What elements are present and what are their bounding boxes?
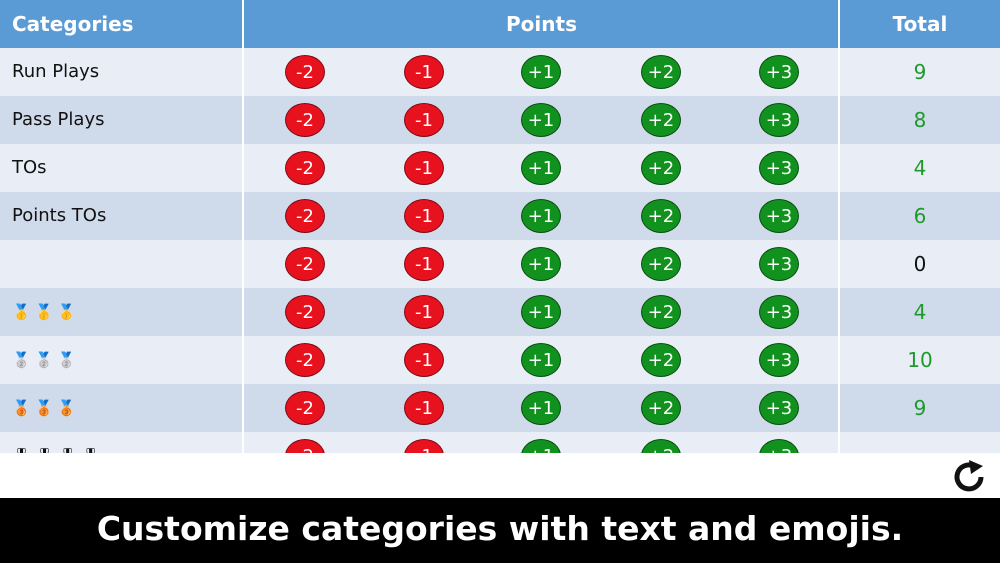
header-categories: Categories: [12, 12, 134, 36]
points-button[interactable]: +2: [641, 295, 681, 329]
row-total: [840, 432, 1000, 453]
points-button[interactable]: +2: [641, 55, 681, 89]
points-button[interactable]: -1: [404, 247, 444, 281]
points-button[interactable]: +3: [759, 247, 799, 281]
category-label[interactable]: 🥉🥉🥉: [12, 399, 81, 417]
points-button[interactable]: +3: [759, 151, 799, 185]
points-button[interactable]: +3: [759, 391, 799, 425]
points-button[interactable]: -1: [404, 439, 444, 453]
column-divider: [838, 432, 840, 453]
points-button[interactable]: +2: [641, 103, 681, 137]
points-button[interactable]: +3: [759, 55, 799, 89]
column-divider: [838, 384, 840, 432]
category-label[interactable]: TOs: [12, 157, 47, 178]
table-row: 🥉🥉🥉 -2 -1 +1 +2 +3 9: [0, 384, 1000, 432]
points-button[interactable]: +1: [521, 343, 561, 377]
points-button[interactable]: -2: [285, 295, 325, 329]
points-button[interactable]: +1: [521, 247, 561, 281]
points-button[interactable]: +1: [521, 151, 561, 185]
column-divider: [838, 144, 840, 192]
points-button[interactable]: -2: [285, 343, 325, 377]
column-divider: [838, 288, 840, 336]
points-button[interactable]: +3: [759, 199, 799, 233]
header-points: Points: [506, 12, 577, 36]
points-button[interactable]: +2: [641, 343, 681, 377]
column-divider: [242, 288, 244, 336]
points-button[interactable]: -1: [404, 151, 444, 185]
column-divider: [838, 336, 840, 384]
header-divider: [838, 0, 840, 48]
points-button[interactable]: +1: [521, 295, 561, 329]
points-button[interactable]: +2: [641, 199, 681, 233]
points-button[interactable]: -1: [404, 295, 444, 329]
points-button[interactable]: -1: [404, 55, 444, 89]
points-button[interactable]: +3: [759, 295, 799, 329]
points-button[interactable]: +1: [521, 391, 561, 425]
row-total: 8: [913, 108, 927, 132]
points-button[interactable]: -1: [404, 391, 444, 425]
points-button[interactable]: +1: [521, 103, 561, 137]
points-button[interactable]: -2: [285, 247, 325, 281]
row-total: 6: [913, 204, 927, 228]
points-button[interactable]: +2: [641, 439, 681, 453]
table-row: 🥇🥇🥇 -2 -1 +1 +2 +3 4: [0, 288, 1000, 336]
category-label[interactable]: 🥈🥈🥈: [12, 351, 81, 369]
category-label[interactable]: Pass Plays: [12, 109, 105, 130]
category-label[interactable]: Run Plays: [12, 61, 100, 82]
table-row: Points TOs -2 -1 +1 +2 +3 6: [0, 192, 1000, 240]
points-button[interactable]: +2: [641, 151, 681, 185]
column-divider: [242, 48, 244, 96]
points-button[interactable]: -2: [285, 391, 325, 425]
column-divider: [838, 240, 840, 288]
points-button[interactable]: +1: [521, 199, 561, 233]
category-label[interactable]: Points TOs: [12, 205, 107, 226]
row-total: 9: [913, 396, 927, 420]
table-row: 🎖🎖🎖🎖 -2 -1 +1 +2 +3: [0, 432, 1000, 453]
column-divider: [242, 240, 244, 288]
category-label[interactable]: 🥇🥇🥇: [12, 303, 81, 321]
row-total: 9: [913, 60, 927, 84]
points-button[interactable]: +2: [641, 391, 681, 425]
points-button[interactable]: +2: [641, 247, 681, 281]
column-divider: [242, 192, 244, 240]
table-row: Run Plays -2 -1 +1 +2 +3 9: [0, 48, 1000, 96]
column-divider: [838, 48, 840, 96]
points-button[interactable]: +1: [521, 439, 561, 453]
points-button[interactable]: -1: [404, 103, 444, 137]
points-button[interactable]: -1: [404, 199, 444, 233]
promo-caption: Customize categories with text and emoji…: [0, 498, 1000, 563]
points-button[interactable]: -2: [285, 103, 325, 137]
column-divider: [242, 144, 244, 192]
points-button[interactable]: -2: [285, 55, 325, 89]
points-button[interactable]: -2: [285, 439, 325, 453]
column-divider: [242, 96, 244, 144]
column-divider: [838, 192, 840, 240]
header-divider: [242, 0, 244, 48]
points-button[interactable]: +3: [759, 439, 799, 453]
row-total: 4: [913, 156, 927, 180]
points-button[interactable]: -2: [285, 151, 325, 185]
table-header: Categories Points Total: [0, 0, 1000, 48]
points-button[interactable]: -2: [285, 199, 325, 233]
column-divider: [242, 432, 244, 453]
table-row: 🥈🥈🥈 -2 -1 +1 +2 +3 10: [0, 336, 1000, 384]
table-row: TOs -2 -1 +1 +2 +3 4: [0, 144, 1000, 192]
points-button[interactable]: +3: [759, 103, 799, 137]
header-total: Total: [892, 12, 948, 36]
row-total: 4: [913, 300, 927, 324]
category-label[interactable]: 🎖🎖🎖🎖: [12, 432, 104, 453]
points-button[interactable]: +3: [759, 343, 799, 377]
row-total: 10: [907, 348, 933, 372]
refresh-icon[interactable]: [948, 458, 990, 496]
points-button[interactable]: +1: [521, 55, 561, 89]
table-row: -2 -1 +1 +2 +3 0: [0, 240, 1000, 288]
column-divider: [242, 336, 244, 384]
row-total: 0: [913, 252, 927, 276]
table-row: Pass Plays -2 -1 +1 +2 +3 8: [0, 96, 1000, 144]
column-divider: [838, 96, 840, 144]
column-divider: [242, 384, 244, 432]
score-table: Run Plays -2 -1 +1 +2 +3 9 Pass Plays -2 -1 +1 +2 +3…: [0, 48, 1000, 453]
points-button[interactable]: -1: [404, 343, 444, 377]
